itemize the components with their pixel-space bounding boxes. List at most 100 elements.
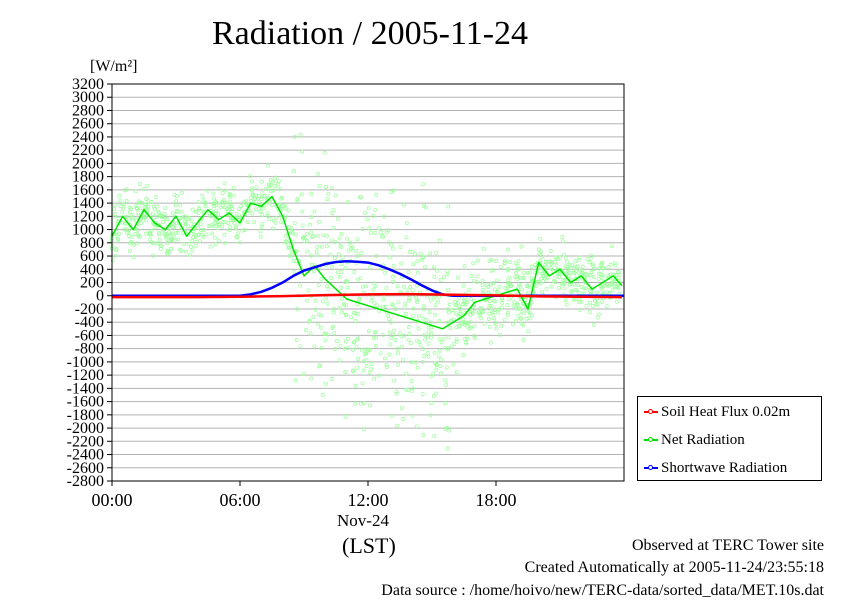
net-radiation-sample — [220, 191, 225, 196]
net-radiation-sample — [409, 379, 414, 383]
net-radiation-sample — [491, 316, 496, 321]
net-radiation-sample — [413, 252, 417, 256]
net-radiation-sample — [229, 203, 233, 208]
net-radiation-sample — [493, 299, 498, 304]
net-radiation-sample — [445, 268, 450, 273]
net-radiation-sample — [407, 296, 412, 301]
net-radiation-sample — [511, 303, 516, 308]
net-radiation-sample — [505, 286, 510, 291]
net-radiation-sample — [300, 209, 305, 214]
net-radiation-sample — [529, 313, 534, 317]
net-radiation-sample — [579, 299, 584, 304]
net-radiation-sample — [187, 241, 192, 246]
net-radiation-sample — [535, 279, 540, 284]
net-radiation-sample — [317, 183, 322, 188]
net-radiation-sample — [197, 206, 201, 211]
net-radiation-sample — [216, 222, 221, 227]
net-radiation-sample — [576, 283, 580, 287]
net-radiation-sample — [454, 302, 458, 307]
net-radiation-sample — [536, 247, 541, 252]
y-tick-label: 2800 — [72, 102, 104, 119]
net-radiation-sample — [248, 174, 253, 179]
net-radiation-sample — [464, 341, 469, 346]
net-radiation-sample — [208, 244, 213, 249]
net-radiation-sample — [338, 270, 343, 274]
net-radiation-sample — [452, 341, 457, 346]
net-radiation-sample — [265, 211, 270, 216]
net-radiation-sample — [311, 314, 316, 319]
net-radiation-sample — [404, 387, 409, 392]
y-tick-label: 1800 — [72, 169, 104, 186]
net-radiation-sample — [380, 333, 385, 337]
net-radiation-sample — [544, 286, 549, 291]
net-radiation-sample — [351, 340, 356, 345]
net-radiation-sample — [283, 214, 288, 219]
net-radiation-sample — [461, 283, 466, 288]
net-radiation-sample — [252, 220, 256, 225]
net-radiation-sample — [355, 253, 360, 258]
net-radiation-sample — [231, 193, 236, 198]
net-radiation-sample — [355, 337, 360, 342]
net-radiation-sample — [486, 317, 491, 321]
net-radiation-sample — [258, 209, 263, 214]
net-radiation-sample — [449, 344, 454, 349]
net-radiation-sample — [409, 360, 414, 365]
net-radiation-sample — [127, 227, 132, 232]
net-radiation-sample — [260, 194, 265, 199]
net-radiation-sample — [298, 283, 303, 288]
net-radiation-sample — [331, 310, 336, 315]
net-radiation-sample — [404, 235, 409, 240]
net-radiation-sample — [353, 311, 358, 316]
net-radiation-sample — [382, 214, 387, 219]
net-radiation-sample — [391, 279, 396, 284]
net-radiation-sample — [612, 261, 617, 266]
y-tick-label: -1200 — [67, 367, 104, 384]
net-radiation-sample — [319, 313, 324, 318]
net-radiation-sample — [443, 401, 448, 406]
net-radiation-sample — [439, 357, 443, 362]
net-radiation-sample — [398, 244, 403, 249]
net-radiation-sample — [373, 284, 378, 288]
net-radiation-sample — [240, 228, 245, 233]
net-radiation-sample — [344, 236, 349, 241]
net-radiation-sample — [249, 199, 254, 204]
net-radiation-sample — [165, 217, 170, 222]
net-radiation-sample — [276, 178, 281, 183]
net-radiation-sample — [557, 275, 562, 279]
net-radiation-sample — [155, 241, 160, 246]
net-radiation-sample — [294, 232, 299, 237]
net-radiation-sample — [340, 255, 345, 260]
net-radiation-sample — [330, 265, 335, 270]
net-radiation-sample — [555, 271, 560, 276]
net-radiation-sample — [580, 268, 585, 273]
net-radiation-sample — [127, 234, 132, 238]
net-radiation-sample — [495, 290, 499, 295]
net-radiation-sample — [351, 368, 356, 373]
net-radiation-sample — [614, 299, 619, 304]
net-radiation-sample — [433, 361, 438, 366]
net-radiation-sample — [355, 365, 360, 370]
net-radiation-sample — [419, 257, 424, 262]
net-radiation-sample — [374, 303, 379, 308]
net-radiation-sample — [496, 310, 501, 315]
net-radiation-sample — [179, 209, 184, 214]
net-radiation-sample — [475, 279, 479, 284]
net-radiation-sample — [213, 242, 218, 247]
net-radiation-sample — [409, 388, 414, 393]
y-tick-label: 400 — [80, 261, 104, 278]
net-radiation-sample — [320, 299, 325, 304]
net-radiation-sample — [576, 264, 580, 269]
y-tick-label: -1400 — [67, 380, 104, 397]
net-radiation-sample — [436, 354, 441, 359]
net-radiation-sample — [446, 310, 451, 315]
net-radiation-sample — [526, 290, 530, 295]
net-radiation-sample — [345, 285, 350, 290]
net-radiation-sample — [369, 298, 374, 303]
net-radiation-sample — [338, 343, 343, 348]
net-radiation-sample — [310, 235, 315, 240]
net-radiation-sample — [578, 268, 583, 273]
net-radiation-sample — [480, 278, 485, 283]
net-radiation-sample — [110, 244, 115, 249]
net-radiation-sample — [188, 244, 193, 249]
net-radiation-sample — [170, 236, 175, 241]
